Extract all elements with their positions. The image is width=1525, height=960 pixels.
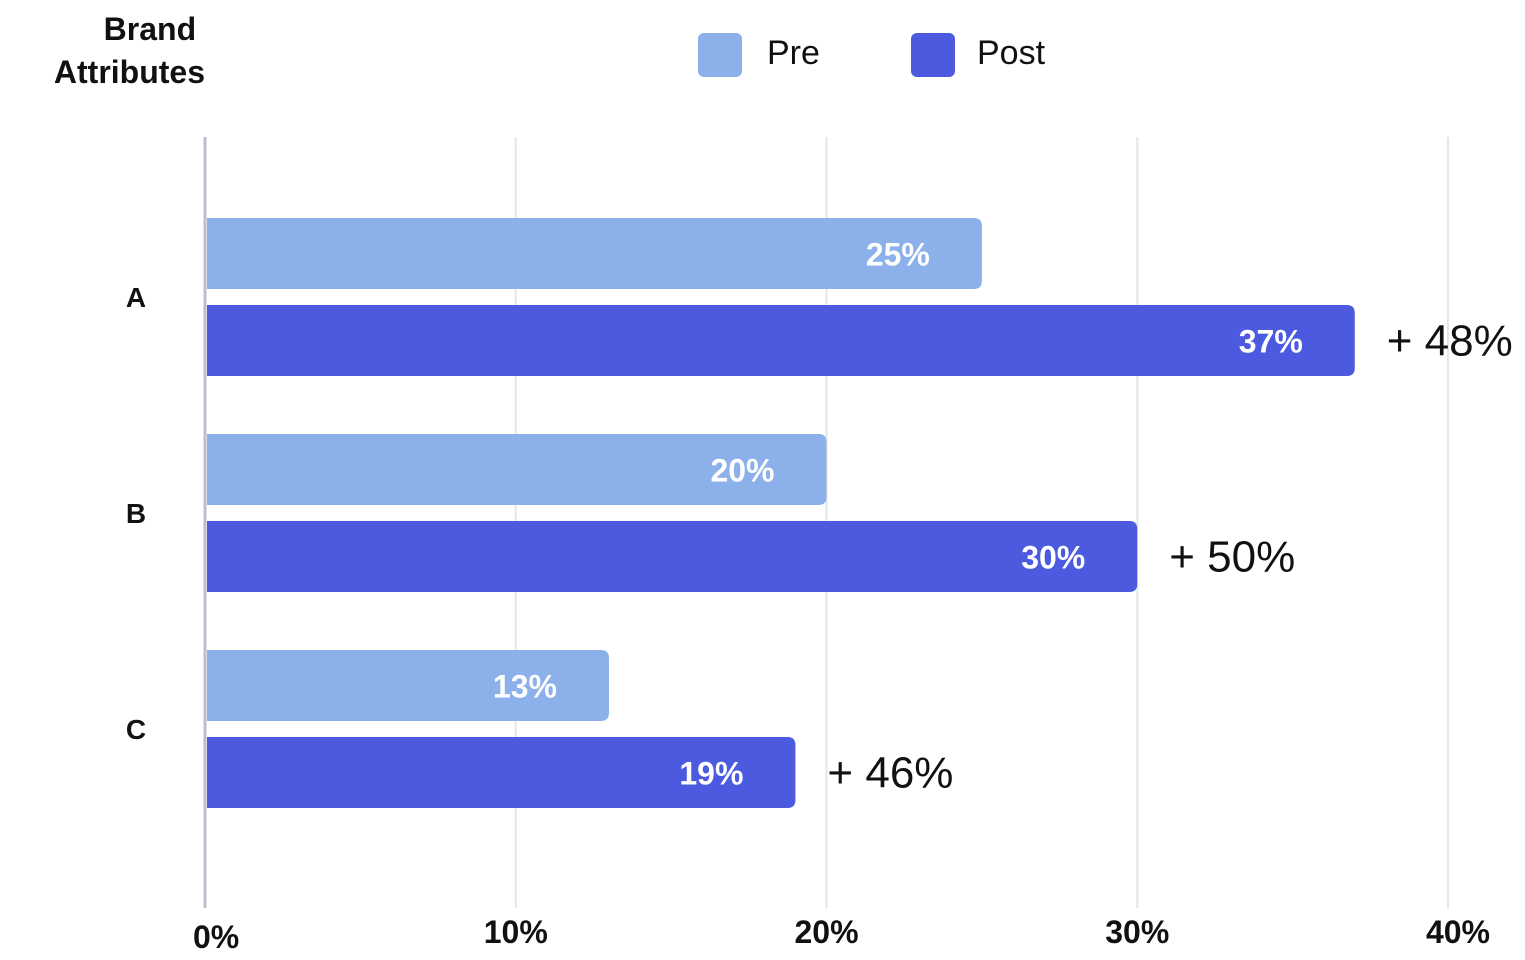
bar-value-label: 19% [679, 756, 743, 792]
y-axis-title-line-2: Attributes [54, 54, 205, 90]
bar-post [207, 521, 1138, 592]
category-label: C [126, 714, 146, 745]
x-tick-label: 0% [193, 919, 239, 955]
change-label: + 50% [1169, 533, 1295, 582]
x-axis-ticks: 0% 10% 20% 30% 40% [193, 914, 1490, 955]
legend-label-pre: Pre [767, 34, 820, 72]
x-tick-label: 20% [794, 914, 858, 950]
y-axis-title: Brand Attributes [54, 11, 205, 90]
category-label: B [126, 498, 146, 529]
bar-value-label: 13% [493, 669, 557, 705]
bar-pre [207, 434, 827, 505]
x-tick-label: 30% [1105, 914, 1169, 950]
bars: A 25% 37% + 48% B 20% 30% + 50% C 13% 19% + 46% [126, 218, 1513, 808]
bar-pre [207, 650, 609, 721]
bar-value-label: 37% [1239, 324, 1303, 360]
category-label: A [126, 282, 146, 313]
bar-pre [207, 218, 982, 289]
bar-post [207, 305, 1355, 376]
y-axis-title-line-1: Brand [104, 11, 196, 47]
bar-value-label: 25% [866, 237, 930, 273]
change-label: + 46% [827, 749, 953, 798]
legend-label-post: Post [977, 34, 1046, 72]
bar-value-label: 30% [1021, 540, 1085, 576]
bar-post [207, 737, 796, 808]
bar-value-label: 20% [710, 453, 774, 489]
legend-swatch-pre [698, 33, 742, 77]
legend-swatch-post [911, 33, 955, 77]
legend: Pre Post [698, 33, 1046, 77]
change-label: + 48% [1387, 317, 1513, 366]
x-tick-label: 10% [484, 914, 548, 950]
x-tick-label: 40% [1426, 914, 1490, 950]
